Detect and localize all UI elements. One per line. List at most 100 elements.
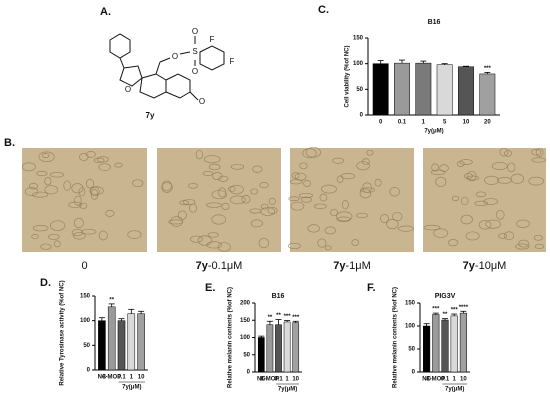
cell	[90, 186, 100, 197]
cell	[302, 148, 317, 159]
cell	[258, 237, 270, 249]
cell	[229, 184, 244, 195]
cell	[531, 148, 542, 156]
bar	[292, 322, 300, 373]
cell	[298, 192, 314, 199]
atom: O	[192, 27, 198, 36]
bar	[441, 319, 449, 373]
cell	[465, 231, 480, 241]
cell	[356, 161, 370, 171]
dose: -10μM	[475, 260, 506, 272]
cell	[188, 183, 198, 189]
cell	[161, 182, 173, 193]
y-tick-label: 100	[80, 318, 91, 324]
atom: O	[125, 85, 131, 94]
y-tick-label: 100	[240, 335, 251, 341]
cell	[32, 191, 49, 198]
panel-label: B.	[4, 137, 15, 149]
cell	[21, 162, 36, 172]
bar	[137, 313, 145, 371]
significance: **	[268, 315, 273, 321]
cell	[533, 234, 543, 241]
cell	[207, 232, 219, 238]
y-tick-label: 0	[360, 113, 364, 119]
x-axis-label: 7y(μM)	[122, 385, 141, 391]
x-tick-label: 8-MOP	[102, 375, 121, 381]
bar	[275, 324, 282, 373]
cell	[241, 195, 251, 204]
cell	[531, 157, 547, 163]
y-tick-label: 100	[353, 61, 364, 67]
cell	[313, 203, 327, 210]
cell	[515, 243, 530, 250]
cell	[475, 191, 487, 198]
cell	[230, 163, 245, 170]
cell	[491, 162, 508, 170]
cell	[499, 148, 509, 157]
significance: ***	[292, 315, 300, 321]
y-axis-label: Relative melanin contents (%of NC)	[393, 287, 399, 388]
cell	[132, 179, 144, 188]
x-axis-label: 7y(μM)	[424, 129, 443, 135]
x-axis-label: 7y(μM)	[445, 387, 464, 393]
micrographs	[21, 146, 547, 252]
cell	[182, 199, 196, 206]
cell	[221, 202, 230, 210]
cell	[319, 193, 328, 202]
bar	[432, 314, 440, 373]
cell	[324, 245, 332, 251]
cell	[93, 157, 105, 163]
panel-label: F.	[367, 282, 376, 294]
cell	[330, 208, 338, 217]
x-tick-label: 8-MOP	[426, 377, 445, 383]
cell	[229, 195, 246, 205]
micrograph	[290, 148, 414, 252]
cell	[528, 176, 544, 186]
cell	[203, 155, 221, 164]
cell	[250, 188, 258, 195]
cell	[24, 187, 39, 196]
cell	[211, 214, 227, 225]
dose: -0.1μM	[208, 260, 242, 272]
cell	[474, 200, 488, 207]
cell	[287, 242, 301, 250]
cell	[351, 239, 360, 246]
cell	[114, 162, 123, 168]
cell	[53, 240, 61, 248]
cell	[466, 175, 480, 181]
cell	[206, 202, 222, 208]
cell	[336, 211, 353, 222]
cell	[483, 198, 498, 205]
cell	[161, 180, 172, 192]
cell	[177, 210, 187, 220]
atom: O	[199, 97, 205, 106]
atom: F	[230, 57, 235, 66]
cell	[366, 149, 374, 156]
cell	[71, 228, 83, 237]
significance: ***	[451, 308, 459, 314]
cell	[374, 178, 382, 187]
cell	[451, 195, 460, 202]
compound: 7y	[196, 260, 209, 272]
atom: F	[210, 35, 215, 44]
cell	[359, 187, 376, 193]
x-tick-label: 10	[463, 120, 470, 126]
x-tick-label: 1	[130, 375, 134, 381]
cell	[98, 230, 108, 241]
cell	[495, 210, 505, 220]
cell	[356, 212, 368, 219]
cell	[307, 224, 320, 233]
y-tick-label: 150	[405, 301, 416, 307]
cell	[503, 231, 515, 241]
cell	[498, 233, 508, 239]
x-tick-label: 0	[379, 120, 383, 126]
significance: ***	[484, 66, 492, 72]
bar	[98, 320, 106, 371]
cell	[48, 233, 60, 240]
cell	[431, 163, 439, 172]
bar	[423, 325, 431, 373]
cell	[79, 153, 89, 161]
cell	[534, 243, 545, 249]
cell	[389, 187, 400, 197]
cell	[73, 231, 86, 240]
